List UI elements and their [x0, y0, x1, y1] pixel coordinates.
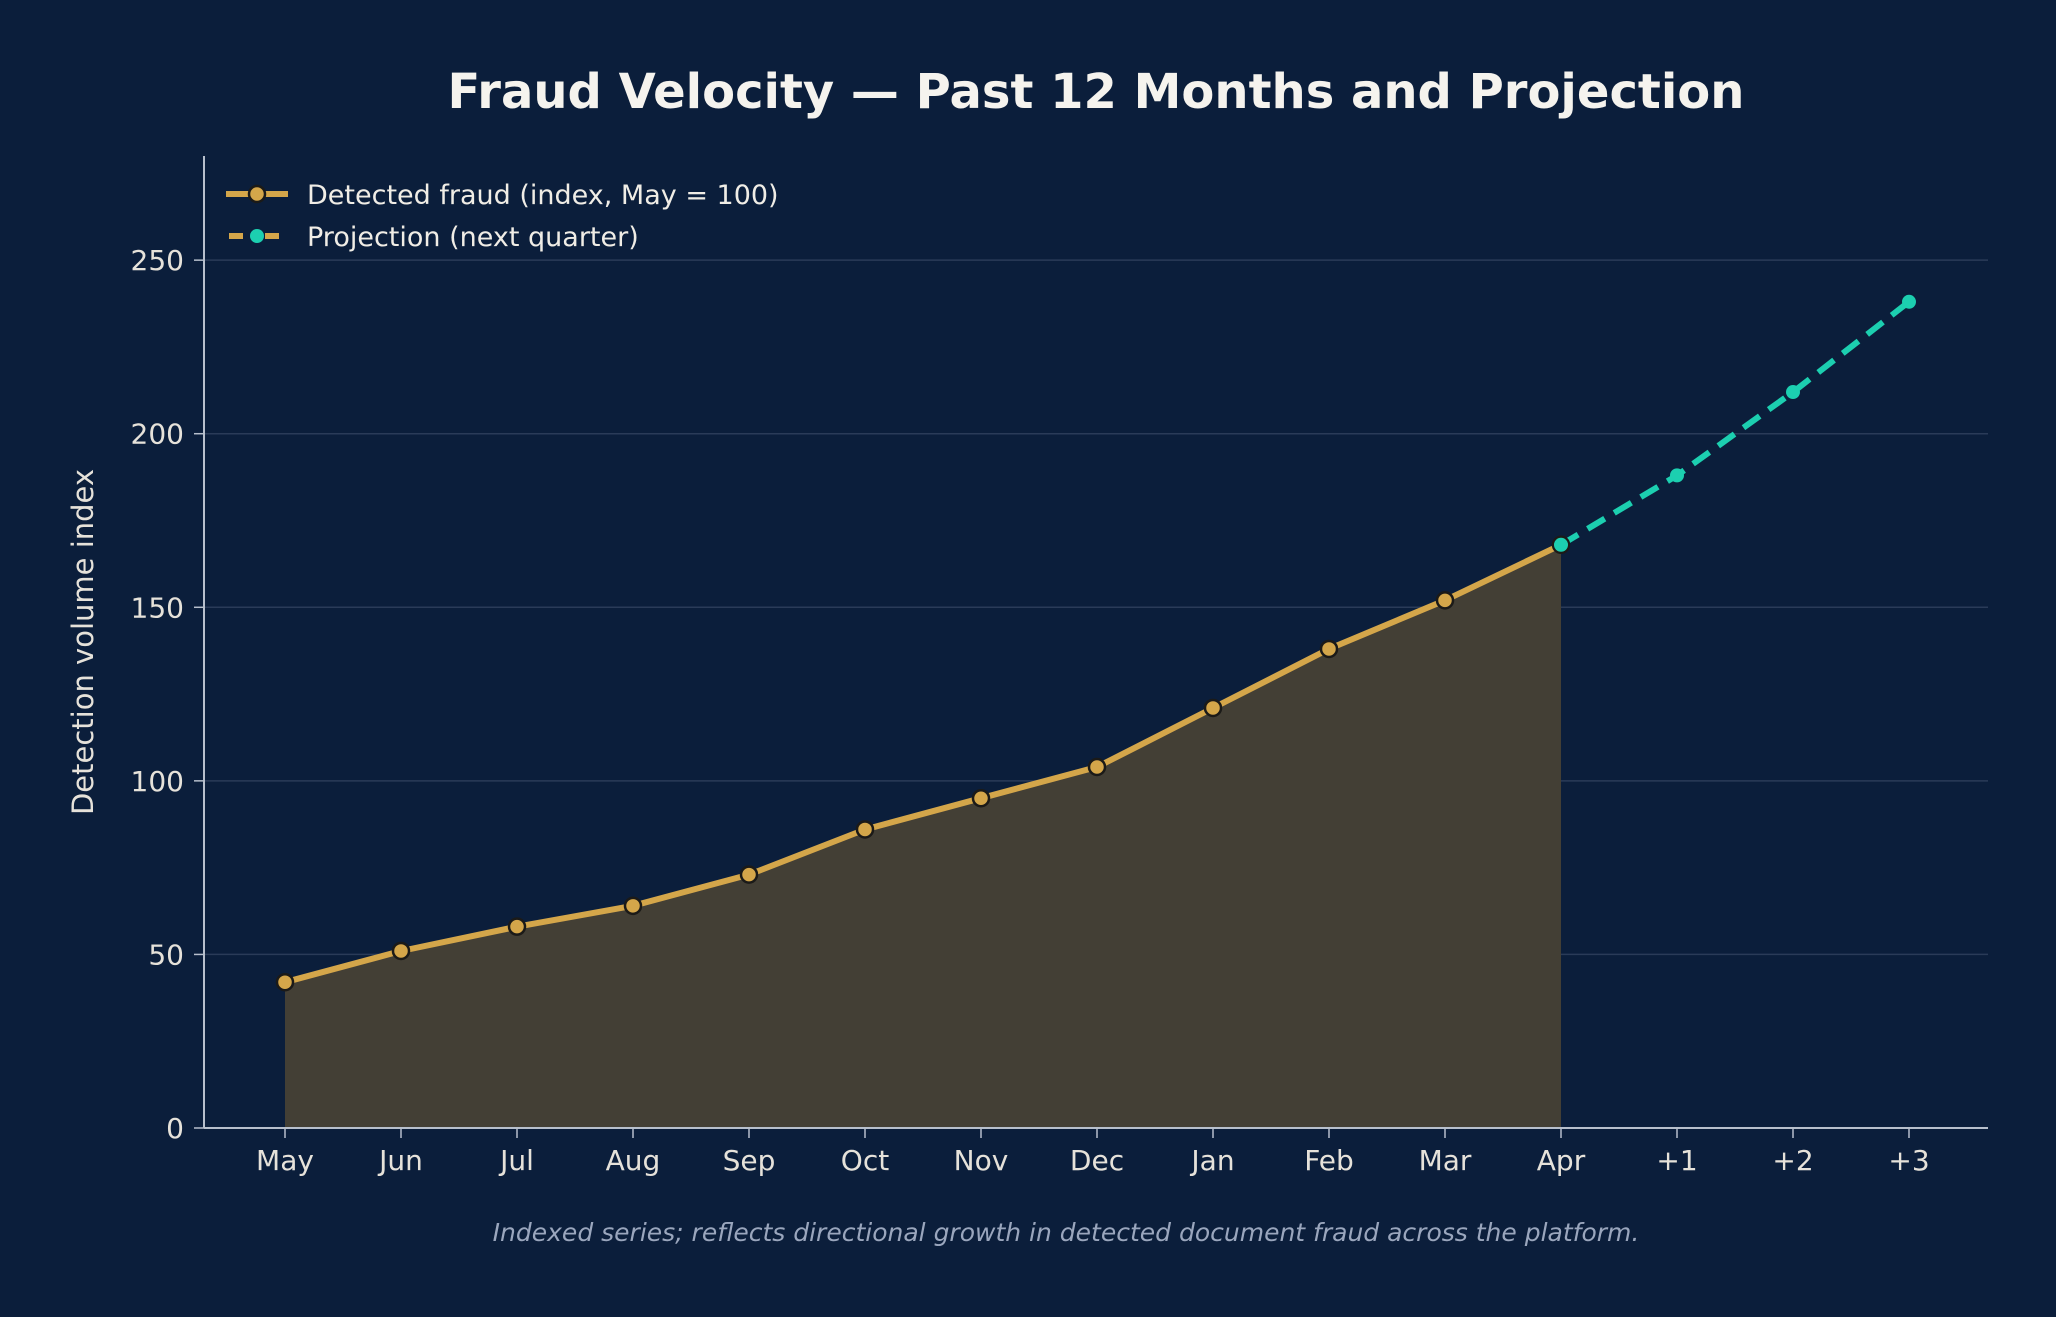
x-tick-label: Jul — [498, 1144, 534, 1177]
y-axis-label: Detection volume index — [66, 469, 100, 815]
legend: Detected fraud (index, May = 100) Project… — [226, 180, 779, 253]
detected-fraud-point — [507, 917, 527, 936]
detected-fraud-point — [855, 820, 875, 839]
x-tick-label: Dec — [1070, 1144, 1124, 1177]
x-tick-label: Nov — [954, 1144, 1009, 1177]
projection-point — [1902, 294, 1916, 309]
projection-point — [1554, 537, 1568, 552]
x-tick-label: Jan — [1189, 1144, 1234, 1177]
chart-caption: Indexed series; reflects directional gro… — [493, 1218, 1640, 1247]
y-tick-label: 250 — [131, 244, 184, 277]
axes: 0 50 100 150 200 250 May Jun Jul Aug Sep Oct Nov Dec J… — [131, 156, 1988, 1177]
grid-lines — [204, 259, 1988, 956]
detected-fraud-point — [1319, 639, 1339, 659]
legend-swatch-marker — [250, 229, 264, 243]
x-tick-label: Oct — [841, 1144, 889, 1177]
x-tick-label: Aug — [606, 1144, 661, 1177]
x-tick-label: Mar — [1419, 1144, 1472, 1177]
y-tick-label: 200 — [131, 418, 184, 451]
projection-line — [1559, 299, 1911, 548]
detected-fraud-area — [285, 544, 1561, 1128]
legend-swatch-marker — [247, 184, 267, 204]
series-lines — [282, 299, 1911, 986]
y-tick-label: 150 — [131, 591, 184, 624]
detected-fraud-point — [275, 972, 295, 992]
x-tick-label: +2 — [1772, 1144, 1813, 1177]
detected-fraud-point — [1087, 757, 1107, 777]
y-tick-label: 50 — [148, 938, 184, 971]
chart-title: Fraud Velocity — Past 12 Months and Proj… — [448, 64, 1745, 120]
detected-fraud-line — [282, 541, 1564, 986]
detected-fraud-point — [623, 896, 643, 916]
detected-fraud-point — [391, 941, 411, 961]
x-tick-label: May — [256, 1144, 314, 1177]
x-tick-label: Apr — [1537, 1144, 1586, 1177]
x-tick-label: +1 — [1656, 1144, 1697, 1177]
legend-entry-label: Projection (next quarter) — [307, 222, 639, 253]
projection-point — [1670, 468, 1684, 483]
x-tick-label: Sep — [723, 1144, 776, 1177]
area-fill — [285, 544, 1561, 1128]
projection-point — [1786, 385, 1800, 400]
x-tick-label: Feb — [1304, 1144, 1354, 1177]
legend-entry-label: Detected fraud (index, May = 100) — [307, 180, 779, 211]
y-tick-label: 0 — [166, 1112, 184, 1145]
detected-fraud-point — [1435, 591, 1455, 610]
detected-fraud-point — [739, 865, 759, 884]
detected-fraud-point — [971, 788, 991, 808]
x-tick-label: Jun — [377, 1144, 423, 1177]
detected-fraud-point — [1203, 698, 1223, 718]
y-tick-label: 100 — [131, 765, 184, 798]
series-points — [275, 294, 1916, 992]
x-tick-label: +3 — [1888, 1144, 1929, 1177]
